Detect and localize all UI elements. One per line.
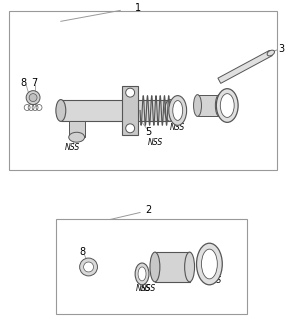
Ellipse shape xyxy=(165,100,175,121)
Ellipse shape xyxy=(193,95,201,116)
Ellipse shape xyxy=(135,263,149,285)
Bar xyxy=(61,100,170,121)
Polygon shape xyxy=(69,121,85,137)
Ellipse shape xyxy=(56,100,66,121)
Text: 2: 2 xyxy=(145,204,151,214)
Text: NSS: NSS xyxy=(207,276,222,285)
Text: NSS: NSS xyxy=(212,108,227,117)
Ellipse shape xyxy=(185,252,195,282)
Text: 7: 7 xyxy=(31,78,37,88)
Ellipse shape xyxy=(215,95,223,116)
Circle shape xyxy=(80,258,98,276)
Bar xyxy=(198,95,219,116)
Ellipse shape xyxy=(201,249,217,279)
Text: NSS: NSS xyxy=(147,138,163,147)
Ellipse shape xyxy=(173,100,183,120)
Text: NSS: NSS xyxy=(65,143,80,152)
Circle shape xyxy=(83,262,93,272)
Ellipse shape xyxy=(196,243,222,285)
Polygon shape xyxy=(218,51,272,84)
Text: 3: 3 xyxy=(279,44,285,54)
Text: 1: 1 xyxy=(135,4,141,13)
Circle shape xyxy=(126,88,135,97)
Ellipse shape xyxy=(138,267,146,281)
Ellipse shape xyxy=(216,89,238,122)
Bar xyxy=(155,252,190,282)
Ellipse shape xyxy=(69,132,85,142)
Circle shape xyxy=(26,91,40,105)
Ellipse shape xyxy=(169,96,187,125)
Ellipse shape xyxy=(150,252,160,282)
Text: 8: 8 xyxy=(20,78,26,88)
Text: 5: 5 xyxy=(145,127,151,137)
Ellipse shape xyxy=(267,50,275,56)
Text: 8: 8 xyxy=(80,247,86,257)
Ellipse shape xyxy=(220,94,234,117)
Circle shape xyxy=(126,124,135,133)
Circle shape xyxy=(29,94,37,101)
Text: NSS: NSS xyxy=(136,284,151,293)
Text: NSS: NSS xyxy=(140,284,156,293)
Text: NSS: NSS xyxy=(170,123,185,132)
Polygon shape xyxy=(122,86,138,135)
